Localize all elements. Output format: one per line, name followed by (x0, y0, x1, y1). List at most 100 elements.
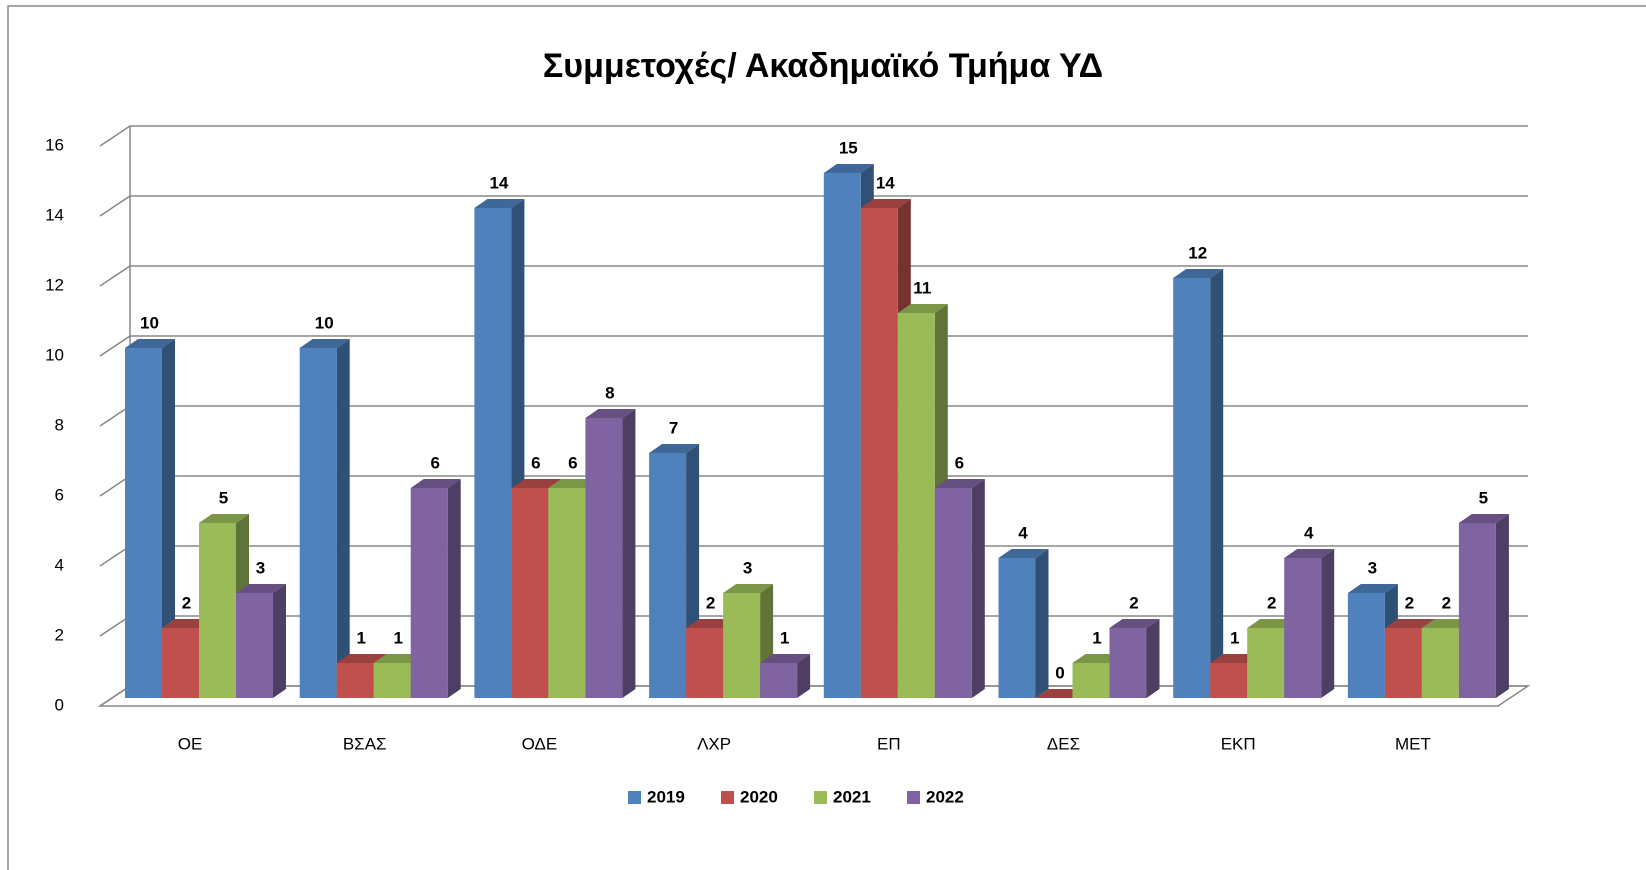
bar (299, 339, 350, 698)
bar-face (1173, 278, 1211, 698)
bar (410, 479, 461, 698)
data-label: 3 (256, 558, 265, 577)
x-tick-label: ΟΕ (178, 734, 203, 753)
data-label: 1 (393, 628, 402, 647)
data-label: 2 (1405, 593, 1414, 612)
data-label: 10 (315, 313, 334, 332)
bar-face (897, 304, 948, 313)
x-tick-label: ΜΕΤ (1395, 734, 1431, 753)
bar (1109, 619, 1160, 698)
bar-face (1210, 663, 1248, 698)
bar-face (860, 199, 911, 208)
data-label: 2 (1442, 593, 1451, 612)
bar-face (585, 409, 636, 418)
data-label: 2 (182, 593, 191, 612)
bar-face (511, 479, 562, 488)
bar-face (1384, 619, 1435, 628)
bar-face (1458, 514, 1509, 523)
bar-face (410, 479, 461, 488)
bar-face (934, 479, 985, 488)
chart-title: Συμμετοχές/ Ακαδημαϊκό Τμήμα ΥΔ (543, 47, 1103, 85)
bar-face (548, 488, 586, 698)
bar-face (934, 488, 972, 698)
legend-swatch (814, 791, 827, 804)
data-label: 14 (489, 173, 508, 192)
bar-face (860, 208, 898, 698)
bar-face (649, 453, 687, 698)
bar (585, 409, 636, 698)
bar-face (162, 628, 199, 698)
legend-label: 2021 (833, 787, 871, 806)
bar-face (760, 654, 811, 663)
bar-face (1384, 628, 1422, 698)
bar-face (998, 549, 1049, 558)
y-tick-label: 14 (45, 205, 64, 224)
bar-face (1421, 628, 1459, 698)
bar-face (299, 348, 337, 698)
bar (1458, 514, 1509, 698)
x-tick-label: ΕΚΠ (1221, 734, 1256, 753)
y-tick-label: 6 (55, 485, 64, 504)
bar (1284, 549, 1335, 698)
bar (760, 654, 811, 698)
data-label: 5 (1479, 488, 1488, 507)
bar-face (474, 208, 512, 698)
bar-face (823, 173, 861, 698)
y-tick-label: 16 (45, 135, 64, 154)
data-label: 14 (876, 173, 895, 192)
data-label: 2 (706, 593, 715, 612)
data-label: 5 (219, 488, 228, 507)
bar-face (1035, 549, 1049, 698)
data-label: 8 (605, 383, 614, 402)
bar-face (797, 654, 811, 698)
bar (998, 549, 1049, 698)
bar-face (511, 488, 549, 698)
bar-face (723, 593, 761, 698)
data-label: 15 (839, 138, 858, 157)
bar (125, 339, 175, 698)
data-label: 4 (1018, 523, 1028, 542)
data-label: 10 (140, 313, 159, 332)
bar-face (897, 313, 935, 698)
data-label: 1 (1230, 628, 1239, 647)
data-label: 6 (430, 453, 439, 472)
data-label: 6 (531, 453, 540, 472)
data-label: 1 (780, 628, 789, 647)
bar-face (686, 628, 724, 698)
bar-face (125, 339, 175, 348)
bar-face (125, 348, 162, 698)
grid-line (99, 195, 1528, 217)
data-label: 0 (1055, 663, 1064, 682)
grid-line (99, 335, 1528, 357)
data-label: 2 (1129, 593, 1138, 612)
bar-face (336, 339, 350, 698)
legend-swatch (628, 791, 641, 804)
data-label: 4 (1304, 523, 1314, 542)
bar-face (1210, 269, 1224, 698)
bar-face (410, 488, 448, 698)
bar-face (823, 164, 874, 173)
legend-swatch (721, 791, 734, 804)
bar-face (447, 479, 461, 698)
legend-label: 2022 (926, 787, 964, 806)
y-tick-label: 10 (45, 345, 64, 364)
y-tick-label: 0 (55, 695, 64, 714)
bar-face (336, 654, 387, 663)
bar-face (162, 339, 175, 698)
bar-face (1173, 269, 1224, 278)
bar-face (1347, 593, 1385, 698)
legend-label: 2020 (740, 787, 778, 806)
grid-line (99, 125, 1528, 147)
data-label: 12 (1188, 243, 1207, 262)
bar-face (236, 593, 273, 698)
y-tick-label: 4 (55, 555, 64, 574)
bar (934, 479, 985, 698)
bar-face (1109, 619, 1160, 628)
bar-face (474, 199, 525, 208)
data-label: 3 (743, 558, 752, 577)
bar-face (199, 514, 249, 523)
bar-face (998, 558, 1036, 698)
bar-face (1495, 514, 1509, 698)
bar-face (1146, 619, 1160, 698)
data-label: 6 (955, 453, 964, 472)
